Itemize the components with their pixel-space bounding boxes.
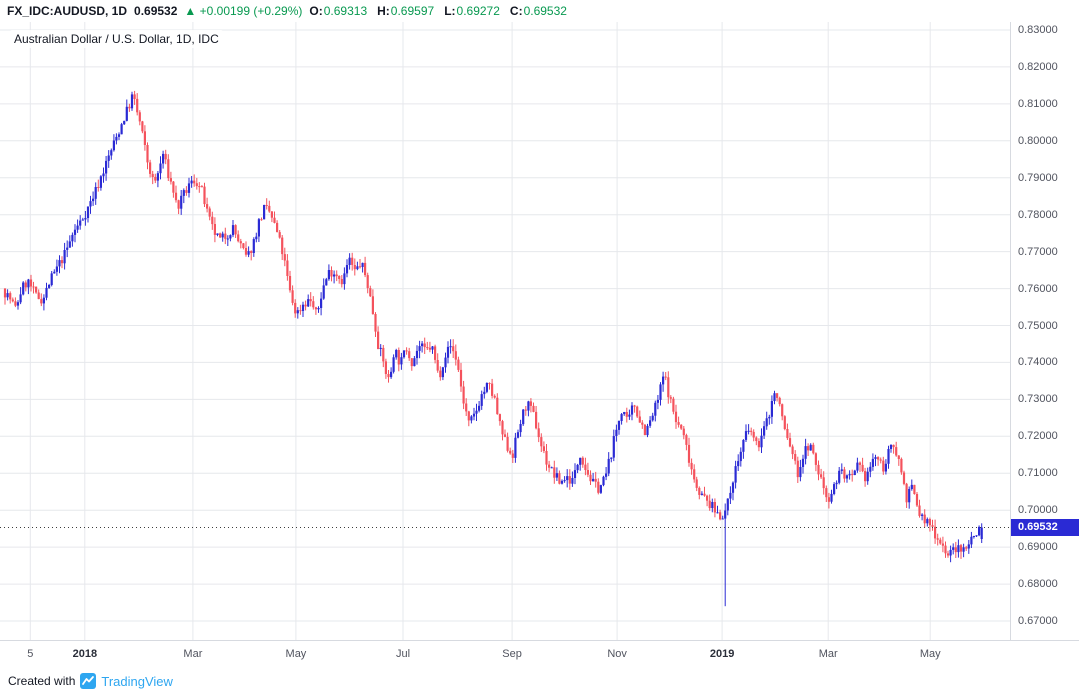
candlestick-chart[interactable] [0, 22, 1010, 645]
time-axis-label: Mar [818, 648, 838, 660]
candles-svg[interactable] [0, 22, 1010, 640]
chart-header: FX_IDC:AUDUSD, 1D 0.69532 ▲ +0.00199 (+0… [0, 0, 1079, 22]
time-axis-label: May [285, 648, 307, 660]
time-axis-label: Nov [607, 648, 627, 660]
price-axis-label: 0.71000 [1018, 467, 1058, 480]
ohlc-values: O: 0.69313 H: 0.69597 L: 0.69272 C: 0.69532 [309, 4, 567, 18]
price-axis-label: 0.75000 [1018, 319, 1058, 332]
open-label: O: [309, 4, 323, 18]
time-axis-label: Sep [502, 648, 522, 660]
last-price-tag: 0.69532 [1011, 518, 1079, 536]
price-change-value: +0.00199 (+0.29%) [199, 4, 303, 18]
low-label: L: [444, 4, 456, 18]
price-axis-label: 0.78000 [1018, 208, 1058, 221]
time-axis-label: Mar [183, 648, 203, 660]
close-value: 0.69532 [523, 4, 567, 18]
price-axis-label: 0.69000 [1018, 541, 1058, 554]
price-axis-label: 0.82000 [1018, 60, 1058, 73]
price-axis-label: 0.73000 [1018, 393, 1058, 406]
price-axis-label: 0.76000 [1018, 282, 1058, 295]
symbol-title[interactable]: FX_IDC:AUDUSD, 1D [7, 4, 128, 18]
price-change: ▲ +0.00199 (+0.29%) [184, 4, 302, 18]
time-axis-label: 2018 [72, 648, 98, 660]
time-axis[interactable]: 5 2018 Mar May Jul Sep Nov 2019 Mar May [0, 640, 1079, 671]
price-axis-label: 0.67000 [1018, 615, 1058, 627]
price-axis-label: 0.80000 [1018, 134, 1058, 147]
time-axis-label: Jul [395, 648, 411, 660]
attribution-footer: Created with TradingView [0, 670, 1079, 692]
low-value: 0.69272 [456, 4, 500, 18]
price-axis-label: 0.79000 [1018, 171, 1058, 184]
time-axis-label: 2019 [709, 648, 735, 660]
price-axis-label: 0.68000 [1018, 578, 1058, 591]
chart-legend[interactable]: Australian Dollar / U.S. Dollar, 1D, IDC [10, 30, 223, 48]
price-axis-label: 0.81000 [1018, 97, 1058, 110]
tradingview-logo-icon[interactable] [80, 673, 97, 689]
time-axis-label: 5 [27, 648, 34, 660]
high-label: H: [377, 4, 390, 18]
price-axis-label: 0.74000 [1018, 356, 1058, 369]
high-value: 0.69597 [390, 4, 435, 18]
price-axis-label: 0.83000 [1018, 24, 1058, 36]
price-axis-label: 0.70000 [1018, 504, 1058, 517]
time-axis-label: May [919, 648, 941, 660]
up-arrow-icon: ▲ [184, 4, 197, 18]
last-price: 0.69532 [134, 4, 178, 18]
price-pane[interactable]: Australian Dollar / U.S. Dollar, 1D, IDC [0, 22, 1010, 640]
price-axis-label: 0.72000 [1018, 430, 1058, 443]
close-label: C: [509, 4, 523, 18]
tradingview-wordmark[interactable]: TradingView [101, 673, 173, 689]
created-with-label: Created with [8, 674, 76, 688]
price-axis[interactable]: 0.69532 0.83000 0.82000 0.81000 0.80000 0.79… [1010, 22, 1079, 640]
price-axis-label: 0.77000 [1018, 245, 1058, 258]
open-value: 0.69313 [323, 4, 368, 18]
